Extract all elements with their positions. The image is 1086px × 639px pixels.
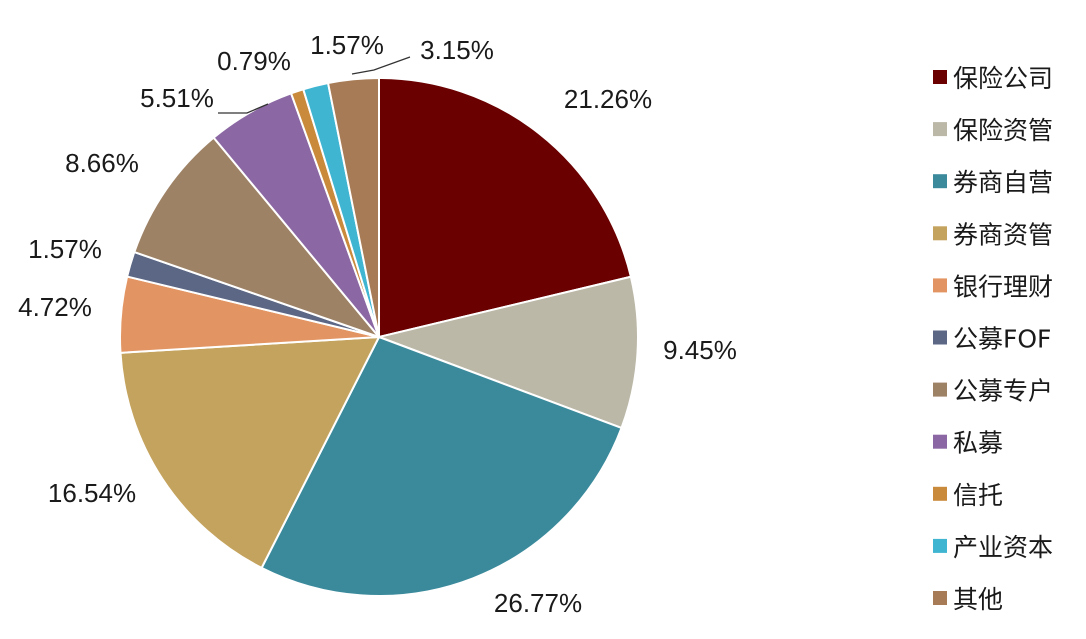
pie-slices: [119, 76, 639, 597]
leader-line: [218, 103, 269, 114]
legend-swatch: [933, 278, 947, 293]
data-label: 1.57%: [310, 30, 384, 60]
data-label: 4.72%: [18, 292, 92, 322]
leader-line: [351, 56, 411, 75]
legend-label: 其他: [953, 585, 1003, 614]
legend-swatch: [933, 174, 947, 189]
legend-item: 产业资本: [933, 533, 1053, 562]
data-labels: 21.26% 9.45% 26.77% 16.54% 4.72% 1.57% 8.66% 5.…: [18, 30, 737, 618]
pie-slice-7: [133, 136, 383, 340]
legend-item: 信托: [933, 481, 1003, 510]
legend-label: 券商资管: [953, 220, 1053, 249]
legend-label: 产业资本: [953, 533, 1053, 562]
legend-swatch: [933, 382, 947, 397]
legend-label: 信托: [953, 481, 1003, 510]
pie-slice-3: [260, 335, 623, 597]
legend-item: 公募专户: [933, 377, 1053, 406]
legend-label: 保险资管: [953, 116, 1053, 145]
legend-label: 银行理财: [953, 272, 1053, 301]
legend-label: 公募FOF: [953, 325, 1051, 354]
legend-swatch: [933, 330, 947, 345]
data-label: 21.26%: [564, 84, 652, 114]
data-label: 0.79%: [217, 46, 291, 76]
legend-item: 其他: [933, 585, 1003, 614]
legend-swatch: [933, 122, 947, 137]
legend-item: 私募: [933, 429, 1003, 458]
legend-label: 券商自营: [953, 168, 1053, 197]
legend-label: 公募专户: [953, 377, 1053, 406]
pie-slice-4: [119, 335, 381, 570]
legend-swatch: [933, 226, 947, 241]
pie-slice-2: [375, 275, 639, 430]
data-label: 3.15%: [420, 35, 494, 65]
legend-swatch: [933, 434, 947, 449]
data-label: 26.77%: [494, 588, 582, 618]
legend-label: 私募: [953, 429, 1003, 458]
legend-swatch: [933, 486, 947, 501]
pie-slice-11: [326, 76, 380, 338]
data-label: 1.57%: [28, 234, 102, 264]
legend-item: 银行理财: [933, 272, 1053, 301]
legend-swatch: [933, 538, 947, 553]
legend-item: 券商资管: [933, 220, 1053, 249]
legend-swatch: [933, 591, 947, 605]
data-label: 8.66%: [65, 148, 139, 178]
leader-lines: [218, 56, 411, 114]
data-label: 16.54%: [48, 478, 136, 508]
legend-item: 保险资管: [933, 116, 1053, 145]
data-label: 5.51%: [140, 83, 214, 113]
legend-item: 券商自营: [933, 168, 1053, 197]
legend-swatch: [933, 70, 947, 84]
pie-slice-1: [378, 76, 633, 339]
legend-item: 公募FOF: [933, 325, 1051, 354]
legend-label: 保险公司: [953, 64, 1053, 93]
legend-item: 保险公司: [933, 64, 1053, 93]
data-label: 9.45%: [663, 335, 737, 365]
